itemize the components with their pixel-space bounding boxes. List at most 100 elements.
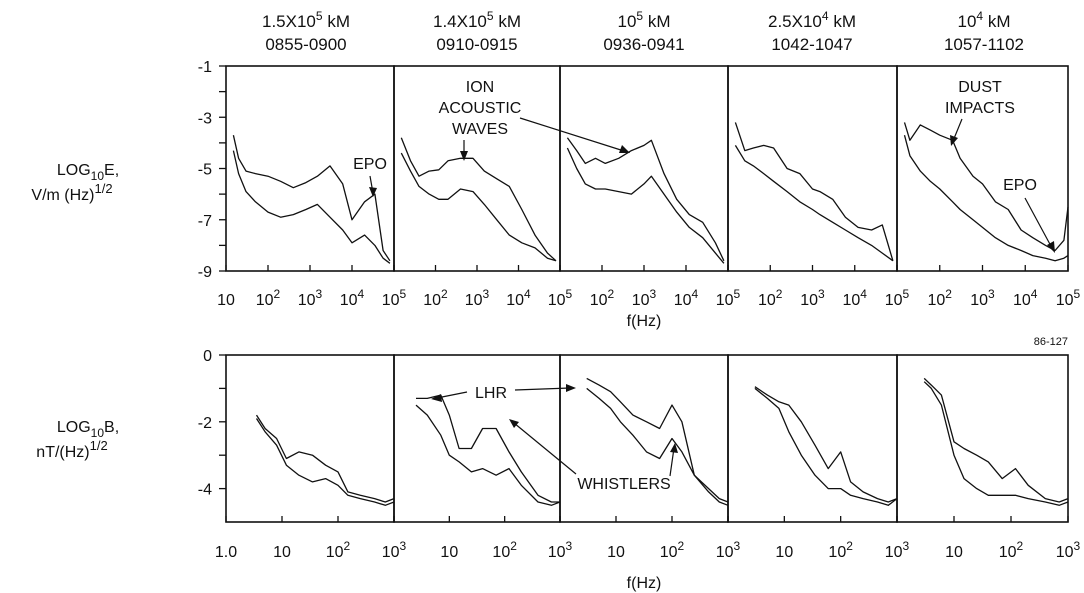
b-x-tick-label: 102 <box>828 539 853 561</box>
e-panel-2-frame <box>393 65 561 272</box>
b-panel-2 <box>393 354 561 523</box>
e-panel-1-series-2 <box>232 150 391 264</box>
column-headers: 1.5X105 kM 0855-0900 1.4X105 kM 0910-091… <box>262 9 1024 54</box>
header-2-time: 0910-0915 <box>436 35 517 54</box>
e-panel-4-series-1 <box>734 122 894 261</box>
ion-arrow-right-head <box>619 145 630 153</box>
e-panel-5-series-1 <box>903 122 1069 252</box>
b-panel-5-frame <box>896 354 1069 523</box>
b-field-panels <box>225 354 1069 523</box>
e-x-tick-labels: 10 102 103 104 105 102 103 104 105 102 103 104 105 10… <box>217 287 1080 309</box>
e-y-tick-label: -7 <box>198 213 212 230</box>
e-panel-3-series-1 <box>566 137 725 262</box>
e-axis-label-line1: LOG10E, <box>57 162 119 183</box>
e-x-axis-label: f(Hz) <box>627 313 662 330</box>
e-y-tick-label: -1 <box>198 59 212 76</box>
e-panel-4 <box>727 65 898 272</box>
annotations: EPO ION ACOUSTIC WAVES DUST IMPACTS EPO … <box>353 79 1055 493</box>
b-panel-5-series-1 <box>923 377 1069 503</box>
ion-arrow-right <box>519 117 625 152</box>
e-panel-5-series-2 <box>903 135 1069 262</box>
b-axis-label-line1: LOG10B, <box>57 419 119 440</box>
e-panel-3-frame <box>559 65 729 272</box>
figure-code: 86-127 <box>1034 336 1068 348</box>
b-x-tick-label: 10 <box>273 544 291 561</box>
e-x-tick-label: 103 <box>632 287 657 309</box>
header-2-distance: 1.4X105 kM <box>433 9 521 31</box>
b-x-tick-label: 103 <box>885 539 910 561</box>
epo-label-left: EPO <box>353 156 387 173</box>
b-panel-1 <box>225 354 395 523</box>
e-x-tick-label: 102 <box>590 287 615 309</box>
epo-arrow-right <box>1024 197 1053 249</box>
e-x-tick-label: 104 <box>843 287 868 309</box>
e-field-panels <box>225 65 1069 272</box>
header-5-time: 1057-1102 <box>944 35 1024 54</box>
e-panel-4-series-2 <box>734 145 894 262</box>
epo-label-right: EPO <box>1003 177 1037 194</box>
header-5-distance: 104 kM <box>957 9 1010 31</box>
b-panel-3-series-2 <box>586 387 729 506</box>
header-4-distance: 2.5X104 kM <box>768 9 856 31</box>
e-y-ticks: -1 -3 -5 -7 -9 <box>198 59 226 281</box>
b-panel-4-series-2 <box>754 387 898 506</box>
e-x-tick-label: 104 <box>1013 287 1038 309</box>
b-panel-2-series-1 <box>416 394 560 503</box>
e-panel-2-series-1 <box>400 137 557 262</box>
e-x-tick-label: 10 <box>217 292 235 309</box>
b-panel-3 <box>559 354 729 523</box>
b-panel-4-frame <box>727 354 898 523</box>
e-panel-4-frame <box>727 65 898 272</box>
b-x-tick-label: 103 <box>716 539 741 561</box>
e-panel-3 <box>559 65 729 272</box>
e-x-tick-label: 103 <box>800 287 825 309</box>
b-panel-1-series-1 <box>255 414 395 503</box>
e-x-tick-label: 105 <box>1056 287 1081 309</box>
e-y-tick-label: -9 <box>198 264 212 281</box>
e-x-tick-label: 102 <box>256 287 281 309</box>
e-x-tick-label: 105 <box>382 287 407 309</box>
b-panel-1-series-2 <box>255 418 395 506</box>
b-y-tick-label: 0 <box>203 348 212 365</box>
dust-label-line1: DUST <box>958 79 1002 96</box>
epo-arrow-right-head <box>1047 241 1055 253</box>
b-x-tick-label: 103 <box>382 539 407 561</box>
e-x-tick-label: 102 <box>758 287 783 309</box>
header-1-distance: 1.5X105 kM <box>262 9 350 31</box>
dust-label-line2: IMPACTS <box>945 100 1015 117</box>
e-axis-label-line2: V/m (Hz)1/2 <box>31 181 112 204</box>
header-4-time: 1042-1047 <box>771 35 852 54</box>
b-y-ticks: 0 -2 -4 <box>198 348 226 499</box>
lhr-label: LHR <box>475 385 507 402</box>
header-1-time: 0855-0900 <box>265 35 346 54</box>
e-x-tick-label: 102 <box>928 287 953 309</box>
ion-label-line1: ION <box>466 79 494 96</box>
e-x-tick-label: 105 <box>716 287 741 309</box>
whistlers-arrow-left-head <box>509 419 519 428</box>
ion-arrow-left-head <box>460 151 468 161</box>
b-x-tick-label: 10 <box>945 544 963 561</box>
e-y-tick-label: -5 <box>198 162 212 179</box>
b-x-tick-label: 103 <box>1056 539 1081 561</box>
b-y-tick-label: -2 <box>198 415 212 432</box>
b-x-axis-label: f(Hz) <box>627 575 662 592</box>
e-x-tick-label: 102 <box>423 287 448 309</box>
epo-arrow-left-head <box>369 187 377 197</box>
whistlers-label: WHISTLERS <box>577 476 670 493</box>
e-panel-5-frame <box>896 65 1069 272</box>
e-x-tick-label: 105 <box>885 287 910 309</box>
b-panel-2-series-2 <box>415 404 561 506</box>
b-x-tick-label: 10 <box>775 544 793 561</box>
b-x-tick-label: 10 <box>607 544 625 561</box>
b-x-tick-label: 103 <box>548 539 573 561</box>
ion-label-line2: ACOUSTIC <box>439 100 522 117</box>
b-x-tick-label: 10 <box>440 544 458 561</box>
b-x-tick-label: 102 <box>492 539 517 561</box>
b-panel-5-series-2 <box>923 381 1069 506</box>
e-x-tick-label: 104 <box>506 287 531 309</box>
b-panel-4-series-1 <box>754 386 898 503</box>
b-panel-3-frame <box>559 354 729 523</box>
e-y-tick-label: -3 <box>198 110 212 127</box>
header-3-time: 0936-0941 <box>603 35 684 54</box>
